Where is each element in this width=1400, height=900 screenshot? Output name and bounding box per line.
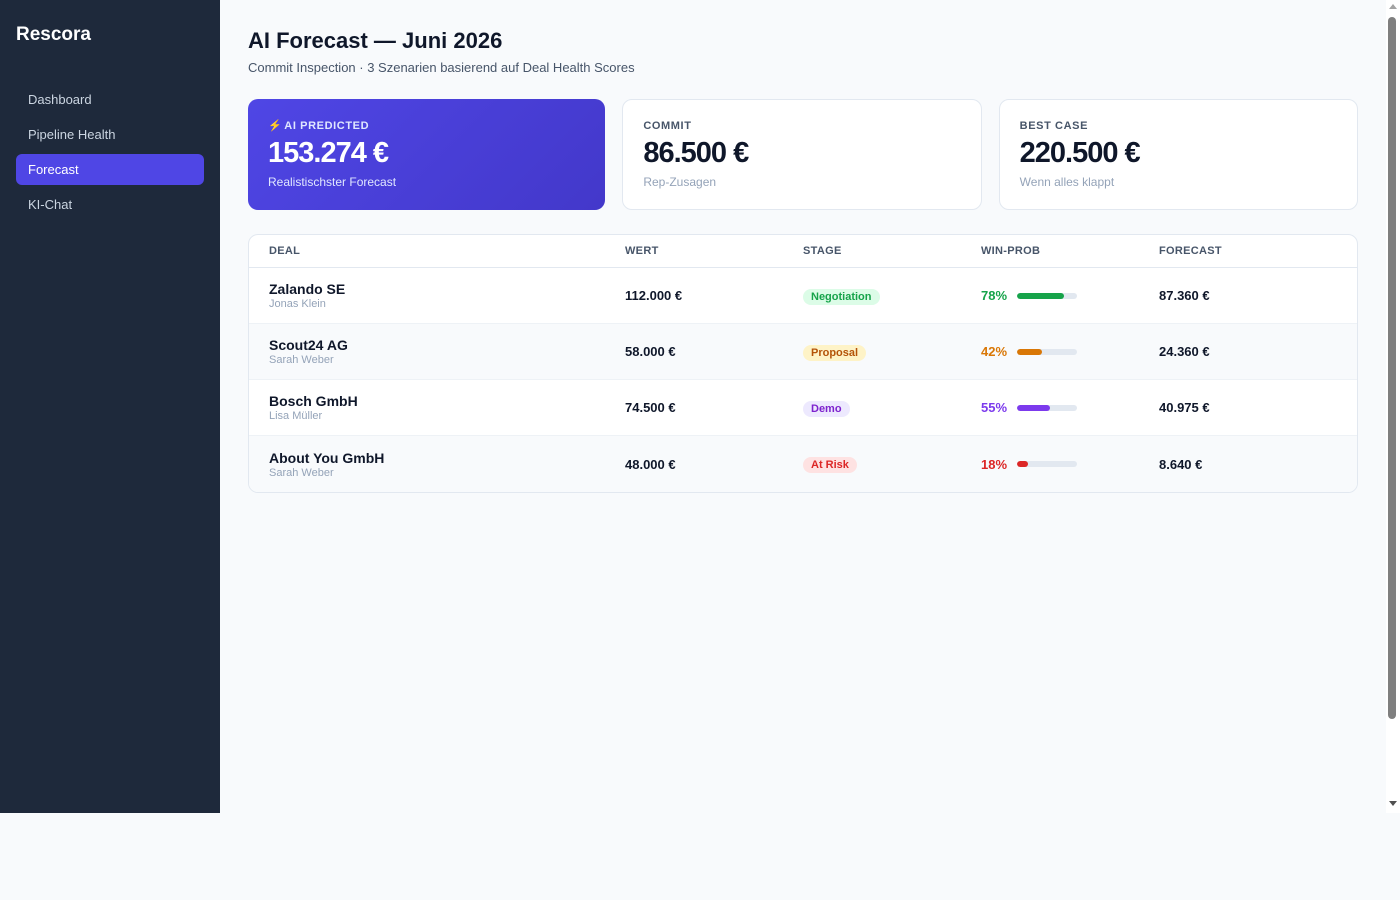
column-header-forecast[interactable]: FORECAST (1159, 245, 1222, 257)
ai-predicted-value: 153.274 € (268, 137, 389, 169)
vertical-scrollbar[interactable] (1386, 0, 1400, 813)
deal-name: About You GmbH (269, 449, 385, 466)
deal-value: 74.500 € (625, 400, 676, 415)
column-header-wert[interactable]: WERT (625, 245, 659, 257)
win-prob-bar (1017, 404, 1077, 411)
deal-value: 58.000 € (625, 344, 676, 359)
best-case-card: BEST CASE 220.500 € Wenn alles klappt (998, 99, 1358, 210)
best-case-value: 220.500 € (1019, 137, 1141, 169)
forecast-cards: ⚡ AI PREDICTED 153.274 € Realistischster … (248, 99, 1358, 210)
win-prob-cell: 55% (981, 400, 1159, 415)
stage-badge: Negotiation (803, 288, 880, 305)
scroll-up-arrow-icon[interactable] (1389, 4, 1397, 9)
win-prob-cell: 42% (981, 344, 1159, 359)
win-prob-bar-fill (1017, 461, 1028, 467)
table-row[interactable]: Scout24 AG Sarah Weber 58.000 € Proposal… (249, 324, 1357, 380)
column-header-win-prob[interactable]: WIN-PROB (981, 245, 1041, 257)
win-prob-value: 18% (981, 456, 1008, 472)
win-prob-bar (1017, 461, 1077, 467)
commit-value: 86.500 € (643, 137, 749, 169)
scrollbar-thumb[interactable] (1388, 17, 1396, 719)
column-header-deal[interactable]: DEAL (269, 245, 301, 257)
best-case-label: BEST CASE (1019, 120, 1089, 132)
win-prob-bar-fill (1017, 292, 1064, 299)
main-content: AI Forecast — Juni 2026 Commit Inspectio… (220, 0, 1386, 813)
sidebar-item-dashboard[interactable]: Dashboard (28, 92, 92, 107)
win-prob-value: 55% (981, 400, 1008, 415)
table-row[interactable]: Bosch GmbH Lisa Müller 74.500 € Demo 55%… (249, 380, 1357, 436)
deal-owner: Sarah Weber (269, 354, 334, 366)
stage-badge: At Risk (803, 457, 857, 473)
deal-owner: Lisa Müller (269, 410, 323, 422)
ai-predicted-card: ⚡ AI PREDICTED 153.274 € Realistischster … (248, 99, 606, 210)
page-subtitle: Commit Inspection · 3 Szenarien basieren… (248, 60, 635, 75)
win-prob-cell: 18% (981, 457, 1159, 472)
best-case-sub: Wenn alles klappt (1019, 175, 1115, 189)
deal-cell: Scout24 AG Sarah Weber (269, 337, 625, 366)
stage-cell: Proposal (803, 343, 981, 361)
sidebar: Rescora Dashboard Pipeline Health Foreca… (0, 0, 220, 813)
card-label: ⚡ AI PREDICTED (268, 119, 585, 132)
stage-cell: Demo (803, 399, 981, 417)
deal-name: Scout24 AG (269, 337, 348, 353)
win-prob-value: 42% (981, 344, 1008, 359)
win-prob-bar (1017, 348, 1077, 355)
scroll-down-arrow-icon[interactable] (1389, 801, 1397, 806)
table-header: DEAL WERT STAGE WIN-PROB FORECAST (249, 235, 1357, 268)
commit-label: COMMIT (643, 120, 692, 132)
table-row[interactable]: Zalando SE Jonas Klein 112.000 € Negotia… (249, 268, 1357, 324)
commit-card: COMMIT 86.500 € Rep-Zusagen (622, 99, 982, 210)
sidebar-item-ki-chat[interactable]: KI-Chat (28, 197, 73, 212)
deal-value: 112.000 € (625, 288, 683, 303)
deal-owner: Jonas Klein (269, 298, 326, 310)
win-prob-bar (1017, 292, 1077, 299)
forecast-value: 87.360 € (1159, 288, 1210, 303)
forecast-value: 40.975 € (1159, 400, 1210, 415)
deal-value: 48.000 € (625, 456, 676, 472)
stage-cell: Negotiation (803, 287, 981, 305)
stage-badge: Demo (803, 400, 850, 417)
sidebar-item-pipeline-health[interactable]: Pipeline Health (28, 127, 116, 142)
brand-logo: Rescora (16, 24, 91, 45)
stage-cell: At Risk (803, 455, 981, 473)
forecast-value: 8.640 € (1159, 456, 1203, 472)
ai-predicted-label: AI PREDICTED (284, 120, 370, 132)
deals-table: DEAL WERT STAGE WIN-PROB FORECAST Zaland… (248, 234, 1358, 493)
deal-owner: Sarah Weber (269, 466, 334, 479)
page-title: AI Forecast — Juni 2026 (248, 28, 503, 53)
win-prob-cell: 78% (981, 288, 1159, 303)
table-row[interactable]: About You GmbH Sarah Weber 48.000 € At R… (249, 436, 1357, 492)
forecast-value: 24.360 € (1159, 344, 1210, 359)
stage-badge: Proposal (803, 344, 867, 361)
deal-cell: About You GmbH Sarah Weber (269, 450, 625, 479)
win-prob-bar-fill (1017, 404, 1050, 411)
win-prob-bar-fill (1017, 348, 1043, 355)
deal-name: Zalando SE (269, 281, 346, 297)
deal-name: Bosch GmbH (269, 393, 358, 409)
deal-cell: Bosch GmbH Lisa Müller (269, 393, 625, 422)
column-header-stage[interactable]: STAGE (803, 245, 842, 257)
sidebar-item-forecast[interactable]: Forecast (16, 154, 204, 185)
commit-sub: Rep-Zusagen (643, 175, 717, 189)
win-prob-value: 78% (981, 288, 1008, 303)
deal-cell: Zalando SE Jonas Klein (269, 281, 625, 310)
ai-predicted-sub: Realistischster Forecast (268, 175, 397, 189)
lightning-icon: ⚡ (268, 120, 283, 132)
